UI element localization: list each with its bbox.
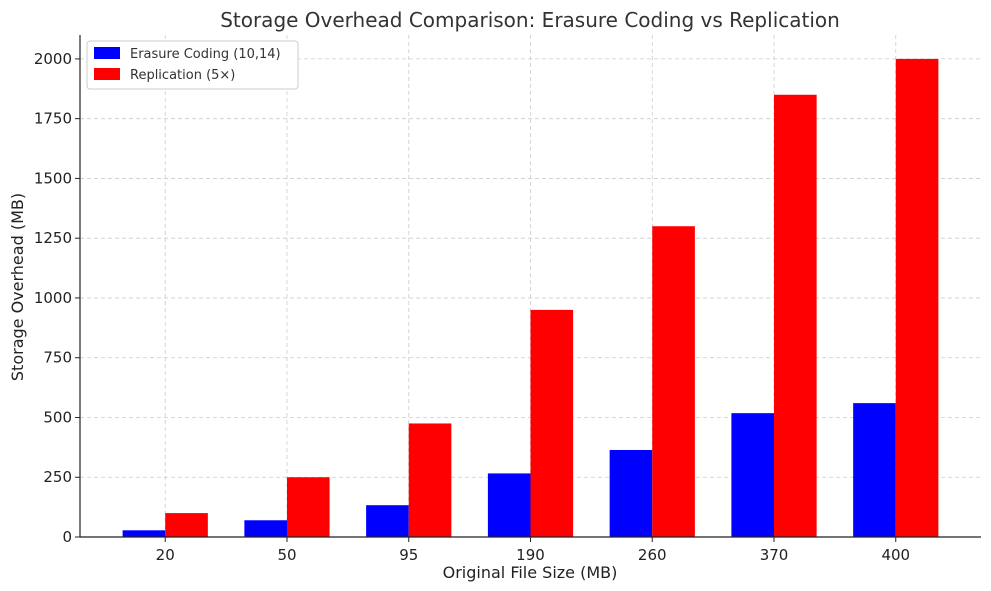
axes xyxy=(75,35,981,542)
bar-erasure-coding xyxy=(122,530,166,537)
x-tick-label: 190 xyxy=(516,546,545,564)
bar-erasure-coding xyxy=(853,403,896,537)
y-tick-label: 2000 xyxy=(34,50,72,68)
bar-replication xyxy=(165,513,208,537)
bar-replication xyxy=(530,309,574,537)
y-tick-label: 1750 xyxy=(34,110,72,128)
chart-title: Storage Overhead Comparison: Erasure Cod… xyxy=(220,8,840,32)
x-tick-label: 400 xyxy=(881,546,910,564)
bar-replication xyxy=(286,477,330,537)
y-tick-label: 750 xyxy=(43,349,72,367)
y-tick-label: 250 xyxy=(43,468,72,486)
y-tick-label: 1500 xyxy=(34,169,72,187)
legend-box xyxy=(86,40,299,90)
bar-replication xyxy=(408,423,452,537)
bar-erasure-coding xyxy=(487,473,531,537)
x-axis-label: Original File Size (MB) xyxy=(443,563,618,582)
bar-erasure-coding xyxy=(366,505,409,537)
bar-erasure-coding xyxy=(244,520,287,537)
tick-labels: 0 250 500 750 1000 1250 1500 1750 2000 20 50 95 190 2… xyxy=(34,50,910,564)
y-tick-label: 0 xyxy=(62,528,72,546)
y-tick-label: 1000 xyxy=(34,289,72,307)
x-tick-label: 20 xyxy=(156,546,175,564)
bar-replication xyxy=(652,226,695,537)
x-tick-label: 95 xyxy=(399,546,418,564)
legend-label: Erasure Coding (10,14) xyxy=(130,47,281,62)
legend-swatch xyxy=(94,47,120,59)
x-tick-label: 370 xyxy=(760,546,789,564)
y-tick-label: 500 xyxy=(43,408,72,426)
y-tick-label: 1250 xyxy=(34,229,72,247)
legend: Erasure Coding (10,14) Replication (5×) xyxy=(86,40,299,90)
bar-replication xyxy=(774,94,817,537)
x-tick-label: 260 xyxy=(638,546,667,564)
legend-swatch xyxy=(94,68,120,80)
y-axis-label: Storage Overhead (MB) xyxy=(8,193,27,381)
bar-erasure-coding xyxy=(731,413,775,537)
bar-replication xyxy=(895,58,939,538)
bar-erasure-coding xyxy=(609,449,653,537)
x-tick-label: 50 xyxy=(277,546,296,564)
legend-label: Replication (5×) xyxy=(130,68,235,83)
bars xyxy=(122,58,939,538)
